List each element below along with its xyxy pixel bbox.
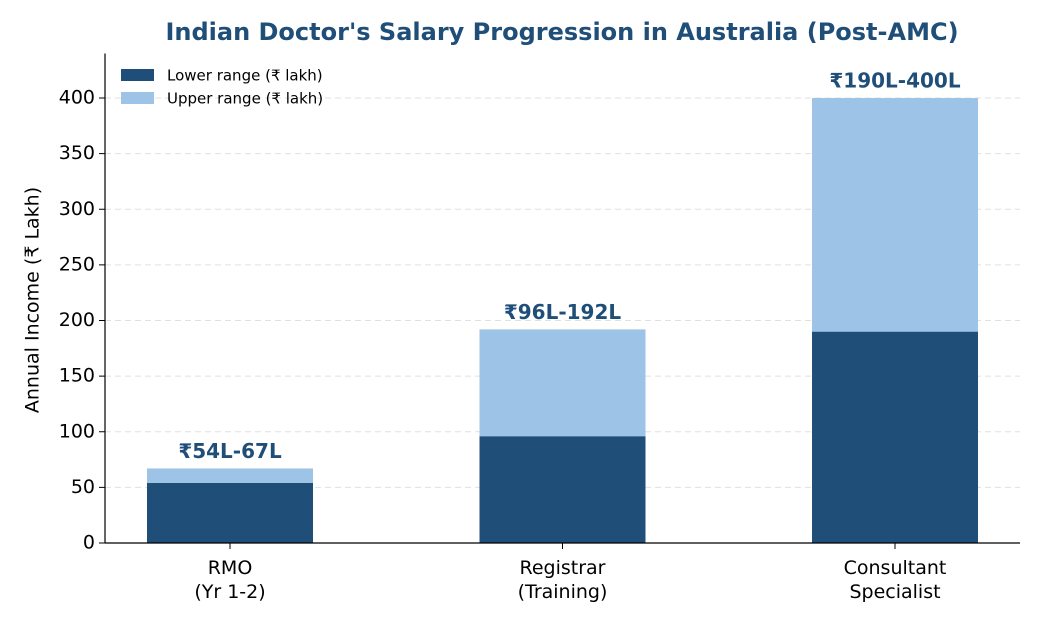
x-tick-label: Registrar (Training) bbox=[517, 557, 608, 603]
legend-swatch bbox=[121, 69, 154, 81]
y-tick-label: 350 bbox=[59, 142, 95, 164]
y-tick-label: 50 bbox=[71, 476, 95, 498]
y-tick-label: 100 bbox=[59, 420, 95, 442]
bar-segment bbox=[147, 468, 313, 483]
legend-swatch bbox=[121, 92, 154, 104]
bar-label: ₹54L-67L bbox=[178, 439, 282, 463]
y-tick-label: 250 bbox=[59, 253, 95, 275]
chart-title: Indian Doctor's Salary Progression in Au… bbox=[165, 18, 958, 46]
y-tick-label: 200 bbox=[59, 309, 95, 331]
y-axis-label: Annual Income (₹ Lakh) bbox=[22, 187, 44, 413]
y-tick-label: 300 bbox=[59, 198, 95, 220]
x-tick-label: RMO (Yr 1-2) bbox=[194, 557, 266, 603]
bar-segment bbox=[812, 98, 978, 332]
bar-label: ₹190L-400L bbox=[829, 69, 960, 93]
bar-label: ₹96L-192L bbox=[504, 300, 622, 324]
bar-segment bbox=[479, 436, 646, 543]
y-tick-label: 0 bbox=[83, 532, 95, 554]
legend-label: Upper range (₹ lakh) bbox=[167, 90, 323, 108]
y-tick-label: 150 bbox=[59, 365, 95, 387]
bar-segment bbox=[812, 331, 978, 543]
bar-segment bbox=[147, 482, 313, 543]
x-tick-label: Consultant Specialist bbox=[843, 557, 947, 603]
y-tick-label: 400 bbox=[59, 87, 95, 109]
legend-label: Lower range (₹ lakh) bbox=[167, 67, 323, 85]
bar-segment bbox=[479, 329, 646, 437]
